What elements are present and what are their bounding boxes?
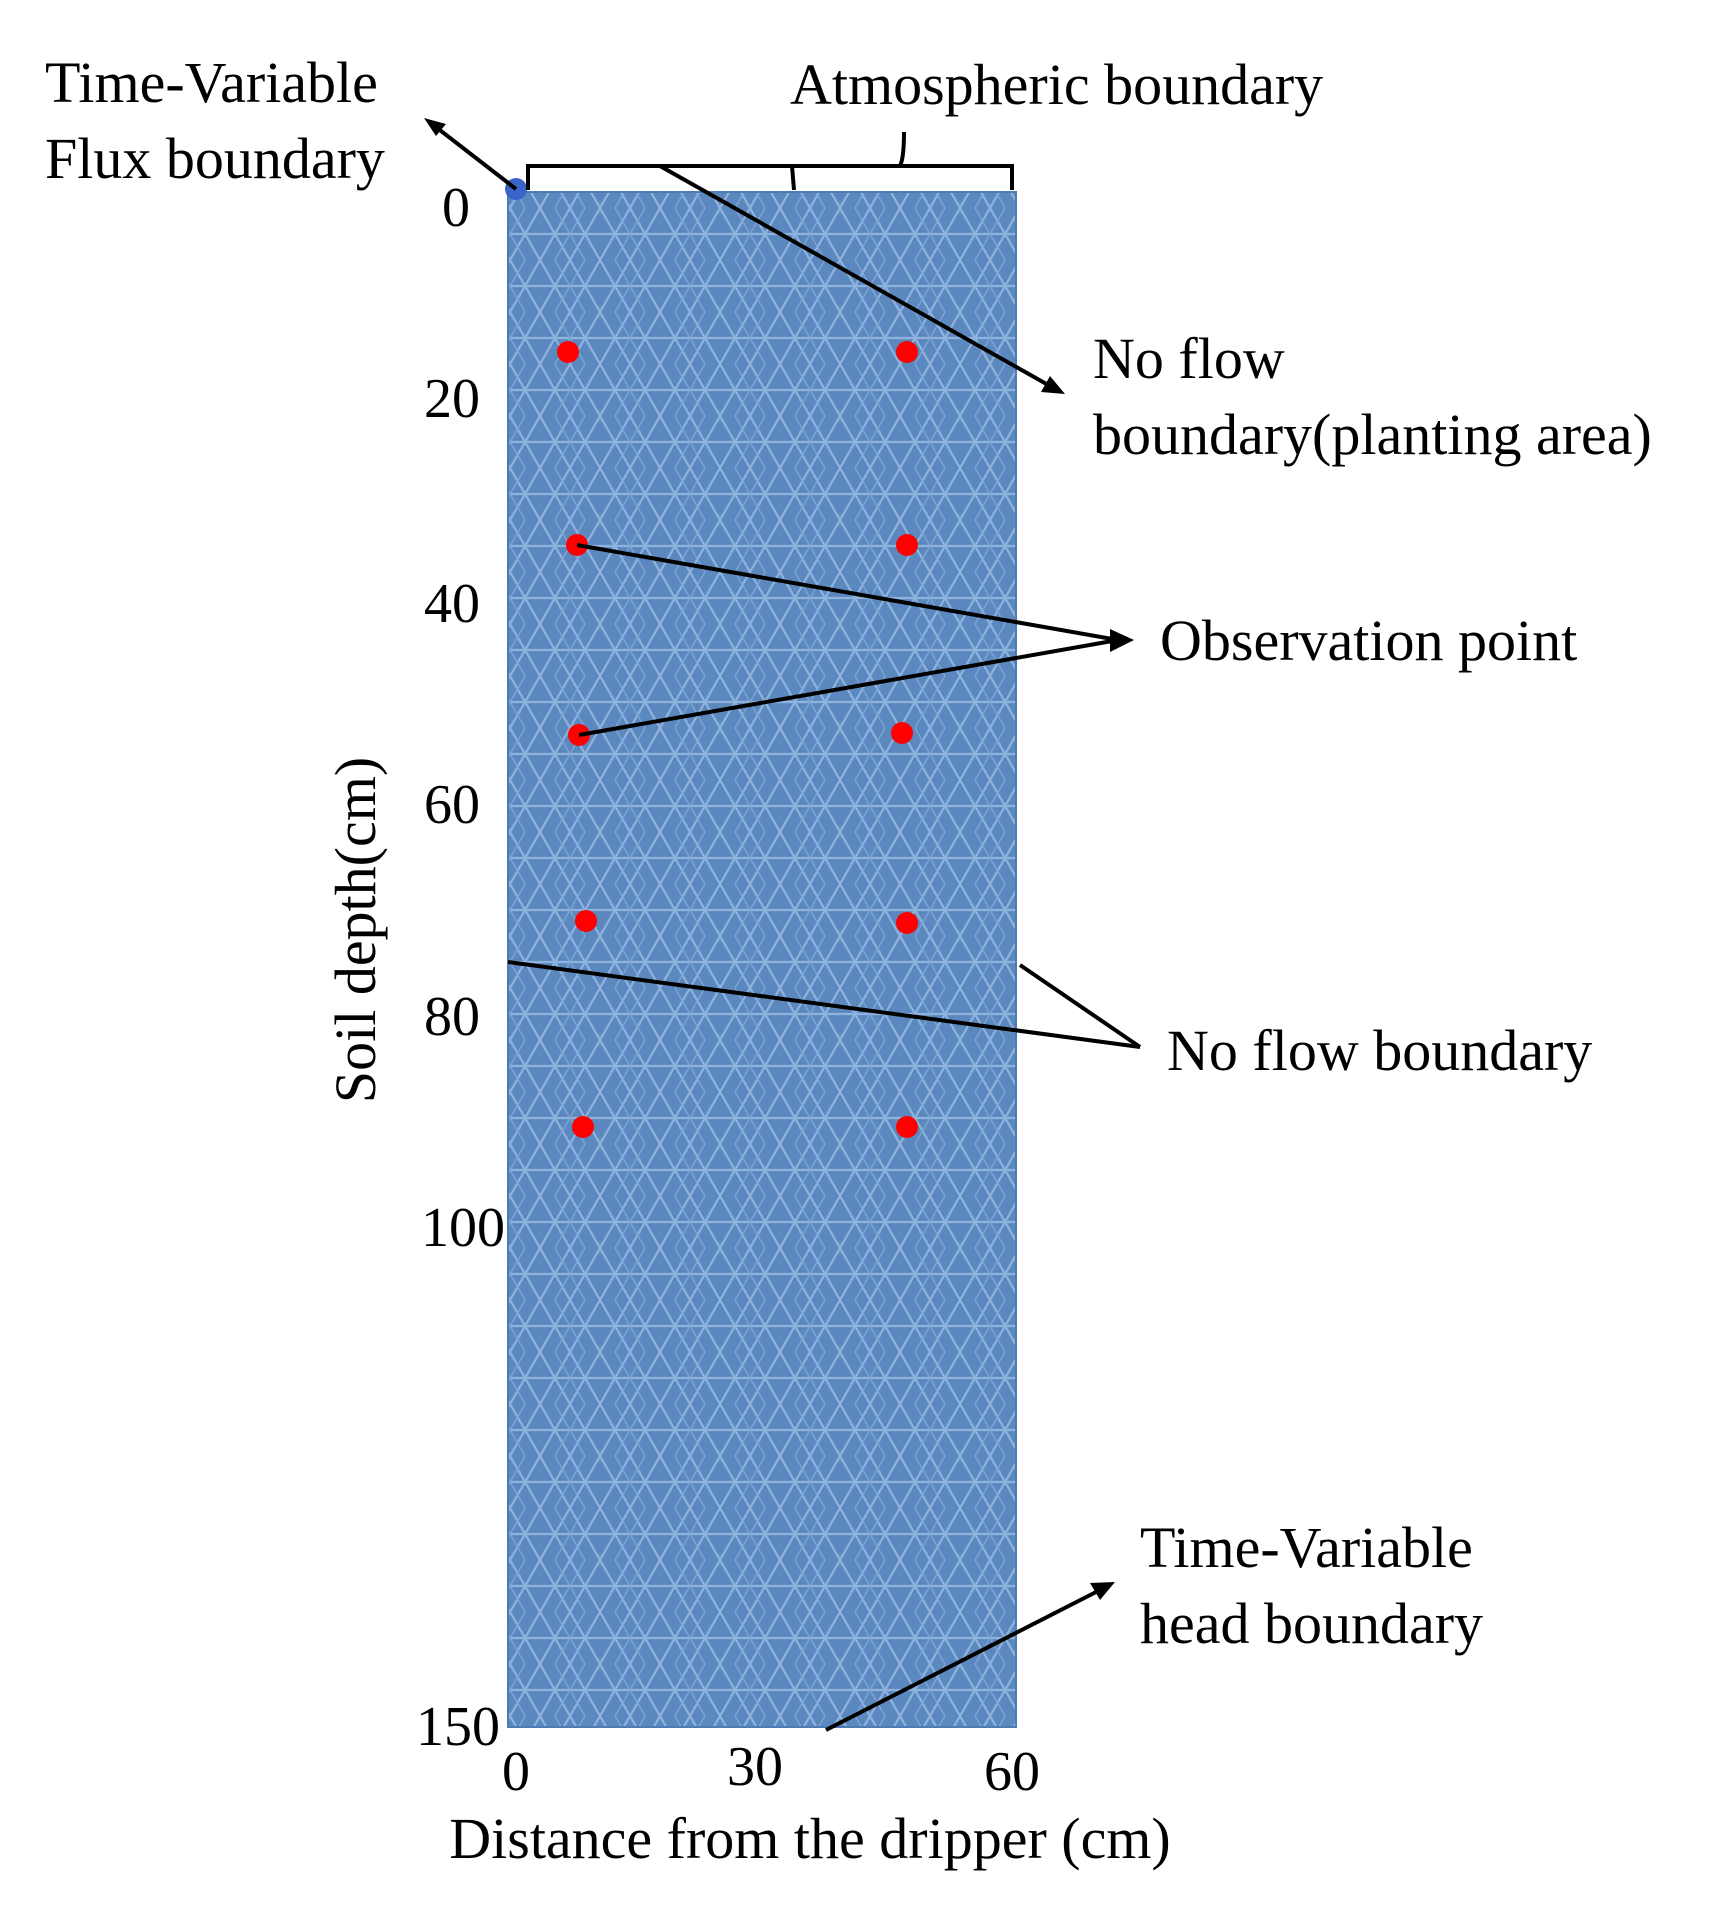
flux-boundary-label: Time-Variable Flux boundary xyxy=(45,50,392,191)
x-axis-ticks: 0 30 60 xyxy=(502,1736,1040,1803)
y-axis-label: Soil depth(cm) xyxy=(323,757,388,1103)
observation-point xyxy=(896,912,918,934)
soil-domain xyxy=(508,192,1016,1727)
observation-points xyxy=(557,341,918,1138)
x-tick-label: 30 xyxy=(727,1736,783,1798)
y-tick-label: 150 xyxy=(416,1696,500,1758)
atmospheric-boundary-brace xyxy=(526,131,1014,191)
y-tick-label: 100 xyxy=(421,1197,505,1259)
observation-point xyxy=(896,1116,918,1138)
y-tick-label: 0 xyxy=(442,177,470,239)
observation-point xyxy=(575,910,597,932)
observation-point xyxy=(896,534,918,556)
observation-arrow-upper xyxy=(576,543,1119,642)
observation-point xyxy=(572,1116,594,1138)
no-flow-planting-label: No flow boundary(planting area) xyxy=(1093,326,1652,467)
no-flow-boundary-line-right xyxy=(1018,963,1142,1049)
flux-boundary-arrow xyxy=(430,122,518,191)
observation-point xyxy=(896,341,918,363)
observation-point xyxy=(557,341,579,363)
atmospheric-boundary-label: Atmospheric boundary xyxy=(790,52,1323,117)
y-tick-label: 60 xyxy=(424,774,480,836)
head-boundary-arrow xyxy=(825,1588,1101,1732)
no-flow-planting-arrow xyxy=(659,164,1051,388)
observation-point xyxy=(891,722,913,744)
y-tick-label: 20 xyxy=(424,368,480,430)
head-boundary-label: Time-Variable head boundary xyxy=(1140,1515,1487,1656)
x-axis-label: Distance from the dripper (cm) xyxy=(449,1806,1171,1871)
y-tick-label: 40 xyxy=(424,573,480,635)
no-flow-boundary-line-left xyxy=(507,960,1141,1049)
observation-arrow-lower xyxy=(578,638,1119,737)
x-tick-label: 60 xyxy=(984,1741,1040,1803)
observation-point-label: Observation point xyxy=(1160,608,1577,673)
y-tick-label: 80 xyxy=(424,986,480,1048)
y-axis-ticks: 0 20 40 60 80 100 150 xyxy=(416,177,505,1758)
no-flow-boundary-label: No flow boundary xyxy=(1167,1018,1592,1083)
x-tick-label: 0 xyxy=(502,1741,530,1803)
